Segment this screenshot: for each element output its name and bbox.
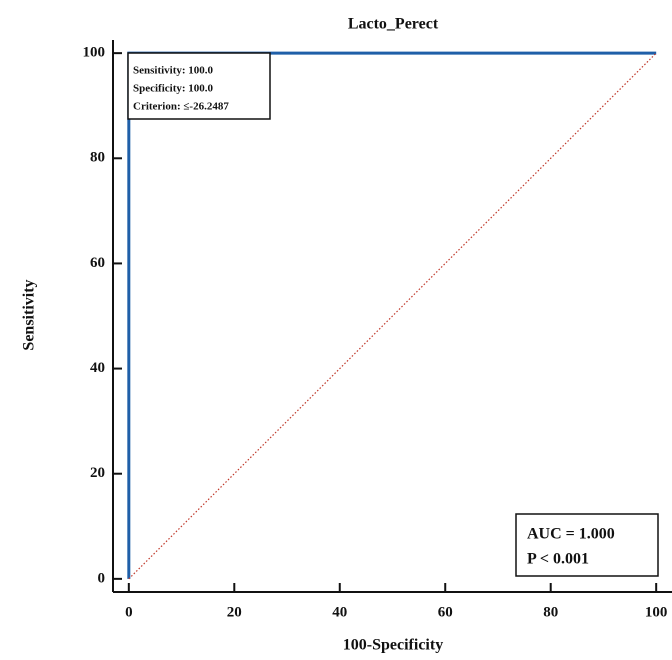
y-axis-label: Sensitivity xyxy=(21,279,38,350)
x-tick-label: 80 xyxy=(543,604,558,620)
stats-text: P < 0.001 xyxy=(527,551,589,568)
y-tick-label: 80 xyxy=(90,150,105,166)
reference-line xyxy=(128,52,657,580)
y-tick-label: 60 xyxy=(90,255,105,271)
chart-title: Lacto_Perect xyxy=(348,16,439,33)
y-tick-label: 0 xyxy=(98,570,106,586)
y-tick-label: 40 xyxy=(90,360,105,376)
x-tick-label: 100 xyxy=(645,604,668,620)
stats-box xyxy=(515,513,659,577)
x-tick-label: 60 xyxy=(438,604,453,620)
y-tick-label: 100 xyxy=(83,45,106,61)
stats-text: AUC = 1.000 xyxy=(527,526,615,543)
criterion-text: Criterion: ≤-26.2487 xyxy=(133,101,229,113)
criterion-text: Specificity: 100.0 xyxy=(133,83,214,95)
y-tick-label: 20 xyxy=(90,465,105,481)
x-tick-label: 40 xyxy=(332,604,347,620)
x-tick-label: 20 xyxy=(227,604,242,620)
criterion-text: Sensitivity: 100.0 xyxy=(133,65,214,77)
x-axis-label: 100-Specificity xyxy=(343,637,443,654)
x-tick-label: 0 xyxy=(125,604,133,620)
criterion-box xyxy=(127,52,271,120)
